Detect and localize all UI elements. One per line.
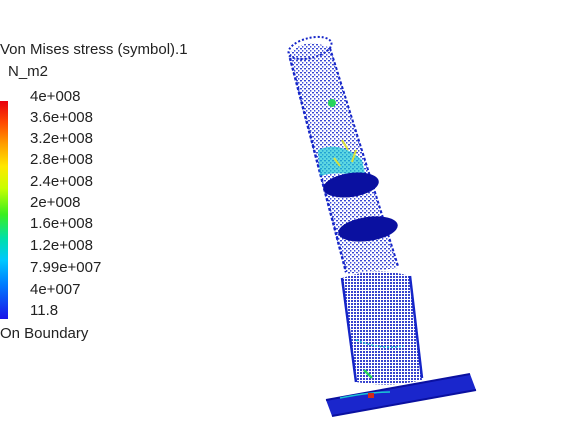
stress-hotspot <box>368 393 374 398</box>
legend-color-bar <box>0 101 8 319</box>
legend-tick-label: 1.2e+008 <box>30 237 93 254</box>
legend-title: Von Mises stress (symbol).1 <box>0 41 188 58</box>
stress-hotspot <box>328 99 336 107</box>
legend-boundary-label: On Boundary <box>0 325 89 342</box>
bearing-band <box>338 216 398 242</box>
legend-tick-label: 2.8e+008 <box>30 151 93 168</box>
legend-tick-label: 3.6e+008 <box>30 109 93 126</box>
base-flange <box>325 373 477 417</box>
upper-shaft-section <box>287 35 399 275</box>
legend-tick-label: 2e+008 <box>30 194 81 211</box>
bearing-band <box>323 172 379 198</box>
legend-tick-label: 7.99e+007 <box>30 259 102 276</box>
legend-unit: N_m2 <box>8 63 49 80</box>
legend-tick-label: 4e+008 <box>30 88 81 105</box>
legend-tick-label: 11.8 <box>30 302 59 319</box>
legend-tick-label: 2.4e+008 <box>30 173 93 190</box>
legend-tick-label: 3.2e+008 <box>30 130 93 147</box>
legend-tick-label: 4e+007 <box>30 281 81 298</box>
legend-tick-label: 1.6e+008 <box>30 215 93 232</box>
lower-shaft-section <box>340 271 424 385</box>
